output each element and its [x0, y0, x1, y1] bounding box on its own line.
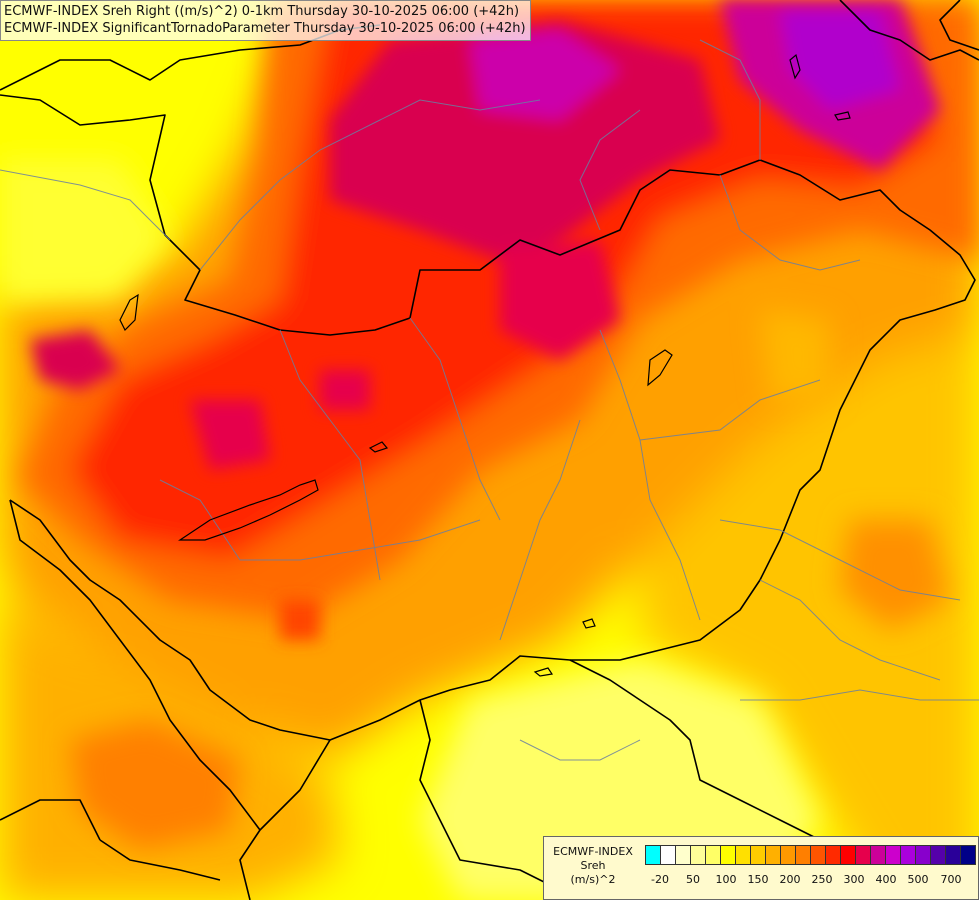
- legend-swatch: [720, 845, 736, 865]
- legend-swatch: [810, 845, 826, 865]
- legend-swatch: [690, 845, 706, 865]
- legend-swatch: [750, 845, 766, 865]
- legend-swatch: [780, 845, 796, 865]
- legend-swatch: [795, 845, 811, 865]
- legend-tick-label: 200: [779, 873, 801, 886]
- legend-title-line-1: ECMWF-INDEX: [553, 845, 633, 858]
- legend-tick-label: 500: [907, 873, 929, 886]
- legend-tick-label: 300: [843, 873, 865, 886]
- lakes: [119, 53, 851, 677]
- legend-tick-label: 250: [811, 873, 833, 886]
- legend-swatch: [945, 845, 961, 865]
- color-legend: ECMWF-INDEX Sreh (m/s)^2 -20 50 100 150 200 2…: [543, 836, 979, 900]
- legend-swatch: [660, 845, 676, 865]
- legend-swatches: [645, 845, 976, 865]
- legend-swatch: [765, 845, 781, 865]
- legend-swatch: [705, 845, 721, 865]
- legend-swatch: [645, 845, 661, 865]
- legend-tick-label: -20: [651, 873, 669, 886]
- legend-title-line-2: Sreh: [580, 859, 606, 872]
- legend-tick-label: 150: [747, 873, 769, 886]
- legend-swatch: [885, 845, 901, 865]
- legend-tick-label: 100: [715, 873, 737, 886]
- legend-tick-label: 50: [686, 873, 700, 886]
- map-title-line-1: ECMWF-INDEX Sreh Right ((m/s)^2) 0-1km T…: [4, 4, 520, 19]
- legend-tick-label: 400: [875, 873, 897, 886]
- legend-swatch: [960, 845, 976, 865]
- legend-swatch: [915, 845, 931, 865]
- legend-ticks: -20 50 100 150 200 250 300 400 500 700: [544, 873, 978, 889]
- map-title-line-2: ECMWF-INDEX SignificantTornadoParameter …: [4, 21, 526, 36]
- legend-title-line-3: (m/s)^2: [570, 873, 616, 886]
- legend-swatch: [825, 845, 841, 865]
- legend-title: ECMWF-INDEX Sreh (m/s)^2: [548, 845, 638, 887]
- legend-tick-label: 700: [940, 873, 962, 886]
- region-borders: [0, 39, 979, 761]
- map-title-box: ECMWF-INDEX Sreh Right ((m/s)^2) 0-1km T…: [0, 0, 531, 41]
- legend-swatch: [840, 845, 856, 865]
- legend-swatch: [930, 845, 946, 865]
- legend-swatch: [675, 845, 691, 865]
- legend-swatch: [900, 845, 916, 865]
- legend-swatch: [855, 845, 871, 865]
- legend-swatch: [870, 845, 886, 865]
- legend-swatch: [735, 845, 751, 865]
